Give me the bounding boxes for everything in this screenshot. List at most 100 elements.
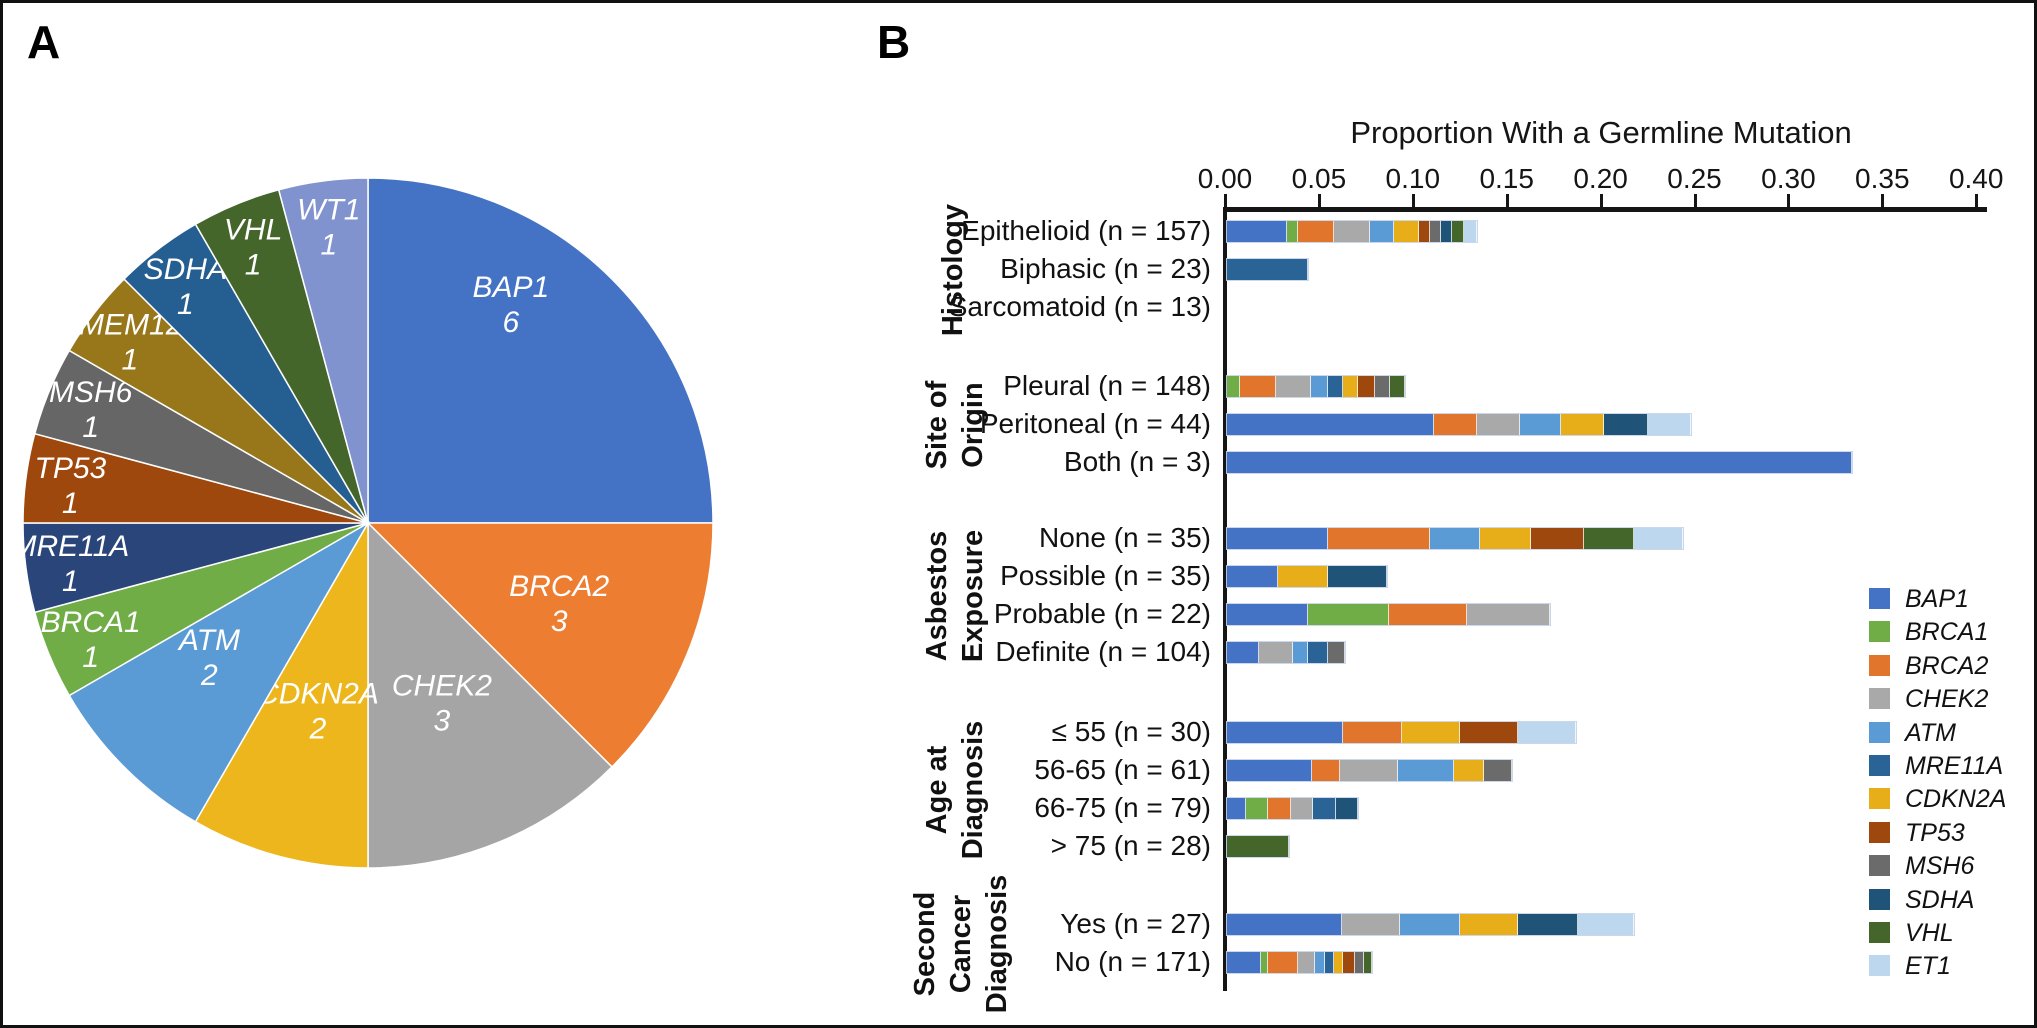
bar-segment-VHL xyxy=(1390,376,1406,397)
bar-segment-ATM xyxy=(1292,642,1308,663)
bar-segment-CHEK2 xyxy=(1290,798,1314,819)
x-tick-mark xyxy=(1881,194,1885,207)
pie-slice-CHEK2 xyxy=(367,521,614,869)
x-tick-label: 0.25 xyxy=(1667,163,1722,194)
bar-row xyxy=(1227,376,1406,397)
legend-label-CHEK2: CHEK2 xyxy=(1905,685,1989,714)
legend-swatch-SDHA xyxy=(1869,888,1890,910)
bar-segment-SDHA xyxy=(1328,566,1387,587)
bar-segment-BRCA2 xyxy=(1268,798,1291,819)
bar-segment-VHL xyxy=(1364,952,1372,973)
bar-segment-MSH6 xyxy=(1375,376,1391,397)
bar-segment-TP53 xyxy=(1418,221,1430,242)
bar-segment-CHEK2 xyxy=(1298,952,1316,973)
bar-row xyxy=(1227,642,1346,663)
bar-segment-ATM xyxy=(1429,528,1481,549)
bar-row xyxy=(1227,221,1477,242)
row-label: ≤ 55 (n = 30) xyxy=(1051,716,1211,747)
bar-row xyxy=(1227,452,1853,473)
x-tick-label: 0.15 xyxy=(1479,163,1534,194)
pie-label-BAP1: BAP1 6 xyxy=(472,271,549,339)
row-label: Sarcomatoid (n = 13) xyxy=(948,291,1211,322)
pie-label-MSH6: MSH6 1 xyxy=(49,376,133,444)
bar-segment-CHEK2 xyxy=(1339,760,1398,781)
x-tick-mark xyxy=(1693,194,1697,207)
x-tick-mark xyxy=(1224,194,1227,207)
bar-segment-BAP1 xyxy=(1227,566,1278,587)
bar-segment-SDHA xyxy=(1441,221,1453,242)
row-label: Epithelioid (n = 157) xyxy=(961,215,1211,246)
group-label: Age at Diagnosis xyxy=(919,720,991,859)
pie-slice-BRCA2 xyxy=(366,522,714,769)
legend-label-BRCA2: BRCA2 xyxy=(1905,651,1989,680)
bar-segment-TP53 xyxy=(1358,376,1376,397)
bar-segment-VHL xyxy=(1452,221,1464,242)
bar-row xyxy=(1227,414,1691,435)
bar-segment-BRCA1 xyxy=(1245,798,1269,819)
legend-swatch-MSH6 xyxy=(1869,855,1890,877)
bar-segment-BRCA2 xyxy=(1298,221,1335,242)
row-label: Biphasic (n = 23) xyxy=(1000,253,1211,284)
pie-label-TP53: TP53 1 xyxy=(35,452,107,520)
row-label: Yes (n = 27) xyxy=(1060,908,1211,939)
pie-label-CHEK2: CHEK2 3 xyxy=(392,670,492,738)
bar-segment-MSH6 xyxy=(1354,952,1365,973)
bar-segment-BAP1 xyxy=(1227,914,1342,935)
bar-segment-CDKN2A xyxy=(1454,760,1485,781)
bar-segment-CHEK2 xyxy=(1275,376,1312,397)
legend-swatch-BAP1 xyxy=(1869,588,1890,609)
x-tick-label: 0.05 xyxy=(1291,163,1347,194)
pie-slice-CDKN2A xyxy=(194,520,369,869)
group-label-line: Diagnosis xyxy=(957,720,989,859)
bar-segment-CHEK2 xyxy=(1467,604,1551,625)
row-label: Peritoneal (n = 44) xyxy=(979,408,1211,439)
bar-segment-CHEK2 xyxy=(1334,221,1370,242)
bar-segment-ET1 xyxy=(1517,722,1577,743)
row-label: 66-75 (n = 79) xyxy=(1034,792,1211,823)
bar-segment-ET1 xyxy=(1634,528,1684,549)
bar-segment-BAP1 xyxy=(1227,722,1344,743)
legend-swatch-CDKN2A xyxy=(1869,788,1890,810)
row-label: Both (n = 3) xyxy=(1063,446,1211,477)
pie-slice-WT1 xyxy=(277,177,369,524)
x-tick-label: 0.10 xyxy=(1385,163,1441,194)
legend-swatch-VHL xyxy=(1869,922,1890,943)
bar-segment-BRCA2 xyxy=(1268,952,1299,973)
bar-segment-CDKN2A xyxy=(1394,221,1419,242)
bar-segment-BAP1 xyxy=(1227,414,1434,435)
group-label: Asbestos Exposure xyxy=(919,529,991,661)
legend-label-VHL: VHL xyxy=(1905,919,1954,947)
bar-segment-CDKN2A xyxy=(1480,528,1532,549)
bar-segment-BRCA2 xyxy=(1240,376,1276,397)
legend-swatch-MRE11A xyxy=(1869,755,1890,776)
bar-segment-CDKN2A xyxy=(1343,376,1359,397)
group-label: Site of Origin xyxy=(919,380,991,469)
bar-segment-ATM xyxy=(1399,914,1460,935)
row-label: Probable (n = 22) xyxy=(993,598,1211,629)
x-tick-label: 0.30 xyxy=(1761,163,1816,194)
legend-label-BRCA1: BRCA1 xyxy=(1905,618,1989,647)
bar-segment-ATM xyxy=(1369,221,1395,242)
legend-swatch-ATM xyxy=(1869,721,1890,743)
pie-label-MRE11A: MRE11A 1 xyxy=(18,530,129,598)
x-tick-mark xyxy=(1599,194,1603,207)
bar-segment-BAP1 xyxy=(1227,528,1329,549)
x-tick-label: 0.20 xyxy=(1573,163,1628,194)
legend-swatch-BRCA1 xyxy=(1869,621,1890,643)
bar-segment-CHEK2 xyxy=(1476,414,1520,435)
bar-segment-MRE11A xyxy=(1307,642,1329,663)
bar-segment-BRCA2 xyxy=(1343,722,1402,743)
legend-label-SDHA: SDHA xyxy=(1905,885,1975,914)
bar-row xyxy=(1227,722,1577,743)
row-label: 56-65 (n = 61) xyxy=(1034,754,1211,785)
bar-segment-TP53 xyxy=(1459,722,1518,743)
legend-swatch-BRCA2 xyxy=(1869,654,1890,676)
bar-segment-CHEK2 xyxy=(1341,914,1400,935)
bar-row xyxy=(1227,760,1513,781)
x-tick-mark xyxy=(1787,194,1791,207)
group-label-line: Asbestos xyxy=(921,530,953,661)
pie-label-ATM: ATM 2 xyxy=(177,624,240,692)
pie-slice-ATM xyxy=(68,520,371,823)
group-label-line: Age at xyxy=(921,745,953,834)
group-label-line: Cancer xyxy=(945,894,977,993)
